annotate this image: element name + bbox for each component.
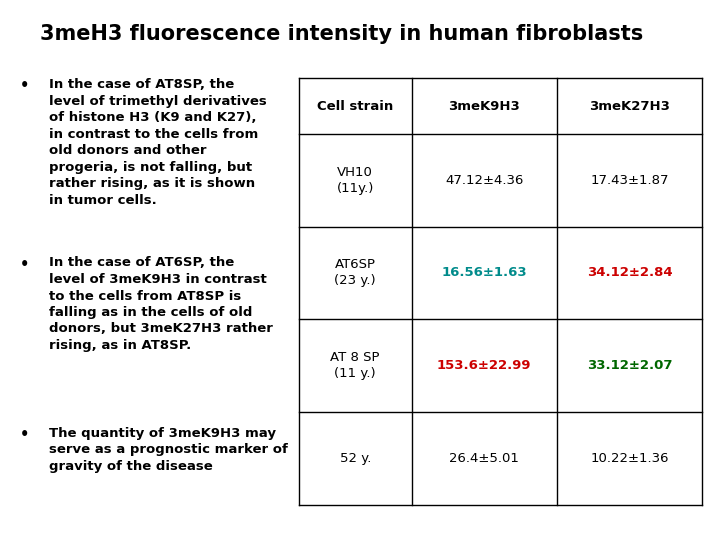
Text: 52 y.: 52 y. (340, 452, 371, 465)
Text: 47.12±4.36: 47.12±4.36 (445, 174, 523, 187)
Text: 34.12±2.84: 34.12±2.84 (587, 266, 672, 279)
Text: •: • (20, 256, 30, 272)
Text: 26.4±5.01: 26.4±5.01 (449, 452, 519, 465)
Text: VH10
(11y.): VH10 (11y.) (336, 166, 374, 194)
Text: Cell strain: Cell strain (317, 99, 393, 112)
Text: 16.56±1.63: 16.56±1.63 (441, 266, 527, 279)
Text: In the case of AT6SP, the
level of 3meK9H3 in contrast
to the cells from AT8SP i: In the case of AT6SP, the level of 3meK9… (49, 256, 273, 352)
Text: •: • (20, 427, 30, 442)
Text: 3meK27H3: 3meK27H3 (589, 99, 670, 112)
Text: The quantity of 3meK9H3 may
serve as a prognostic marker of
gravity of the disea: The quantity of 3meK9H3 may serve as a p… (49, 427, 288, 472)
Text: 10.22±1.36: 10.22±1.36 (590, 452, 669, 465)
Text: 3meK9H3: 3meK9H3 (449, 99, 520, 112)
Text: 3meH3 fluorescence intensity in human fibroblasts: 3meH3 fluorescence intensity in human fi… (40, 24, 643, 44)
Text: AT6SP
(23 y.): AT6SP (23 y.) (334, 259, 376, 287)
Text: 33.12±2.07: 33.12±2.07 (587, 359, 672, 372)
Text: In the case of AT8SP, the
level of trimethyl derivatives
of histone H3 (K9 and K: In the case of AT8SP, the level of trime… (49, 78, 266, 207)
Text: •: • (20, 78, 30, 93)
Text: AT 8 SP
(11 y.): AT 8 SP (11 y.) (330, 351, 380, 380)
Text: 17.43±1.87: 17.43±1.87 (590, 174, 669, 187)
Text: 153.6±22.99: 153.6±22.99 (437, 359, 531, 372)
